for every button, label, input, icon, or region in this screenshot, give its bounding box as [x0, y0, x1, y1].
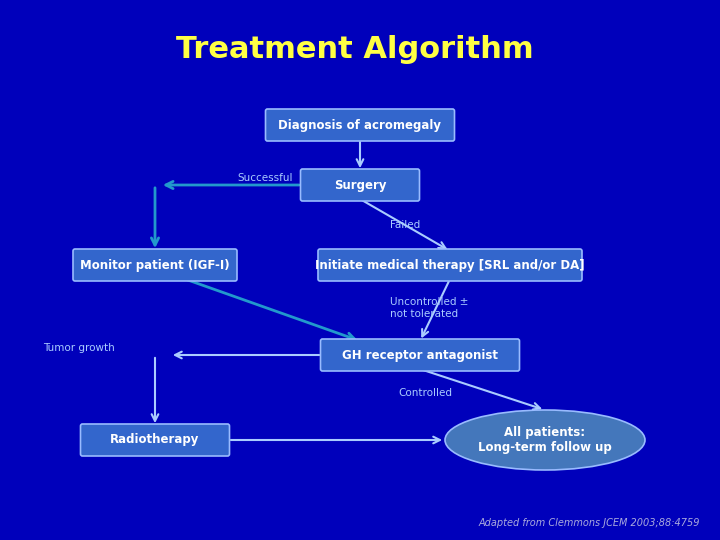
Text: All patients:
Long-term follow up: All patients: Long-term follow up [478, 426, 612, 454]
FancyBboxPatch shape [81, 424, 230, 456]
FancyBboxPatch shape [320, 339, 520, 371]
FancyBboxPatch shape [73, 249, 237, 281]
Text: Initiate medical therapy [SRL and/or DA]: Initiate medical therapy [SRL and/or DA] [315, 259, 585, 272]
Text: Successful: Successful [238, 173, 293, 183]
Text: Surgery: Surgery [334, 179, 386, 192]
Ellipse shape [445, 410, 645, 470]
Text: GH receptor antagonist: GH receptor antagonist [342, 348, 498, 361]
Text: Uncontrolled ±
not tolerated: Uncontrolled ± not tolerated [390, 297, 469, 319]
Text: Radiotherapy: Radiotherapy [110, 434, 199, 447]
Text: Treatment Algorithm: Treatment Algorithm [176, 36, 534, 64]
Text: Tumor growth: Tumor growth [43, 343, 115, 353]
Text: Failed: Failed [390, 220, 420, 230]
FancyBboxPatch shape [300, 169, 420, 201]
Text: Controlled: Controlled [398, 388, 452, 398]
FancyBboxPatch shape [318, 249, 582, 281]
Text: Monitor patient (IGF-I): Monitor patient (IGF-I) [80, 259, 230, 272]
Text: Diagnosis of acromegaly: Diagnosis of acromegaly [279, 118, 441, 132]
FancyBboxPatch shape [266, 109, 454, 141]
Text: Adapted from Clemmons JCEM 2003;88:4759: Adapted from Clemmons JCEM 2003;88:4759 [479, 518, 700, 528]
